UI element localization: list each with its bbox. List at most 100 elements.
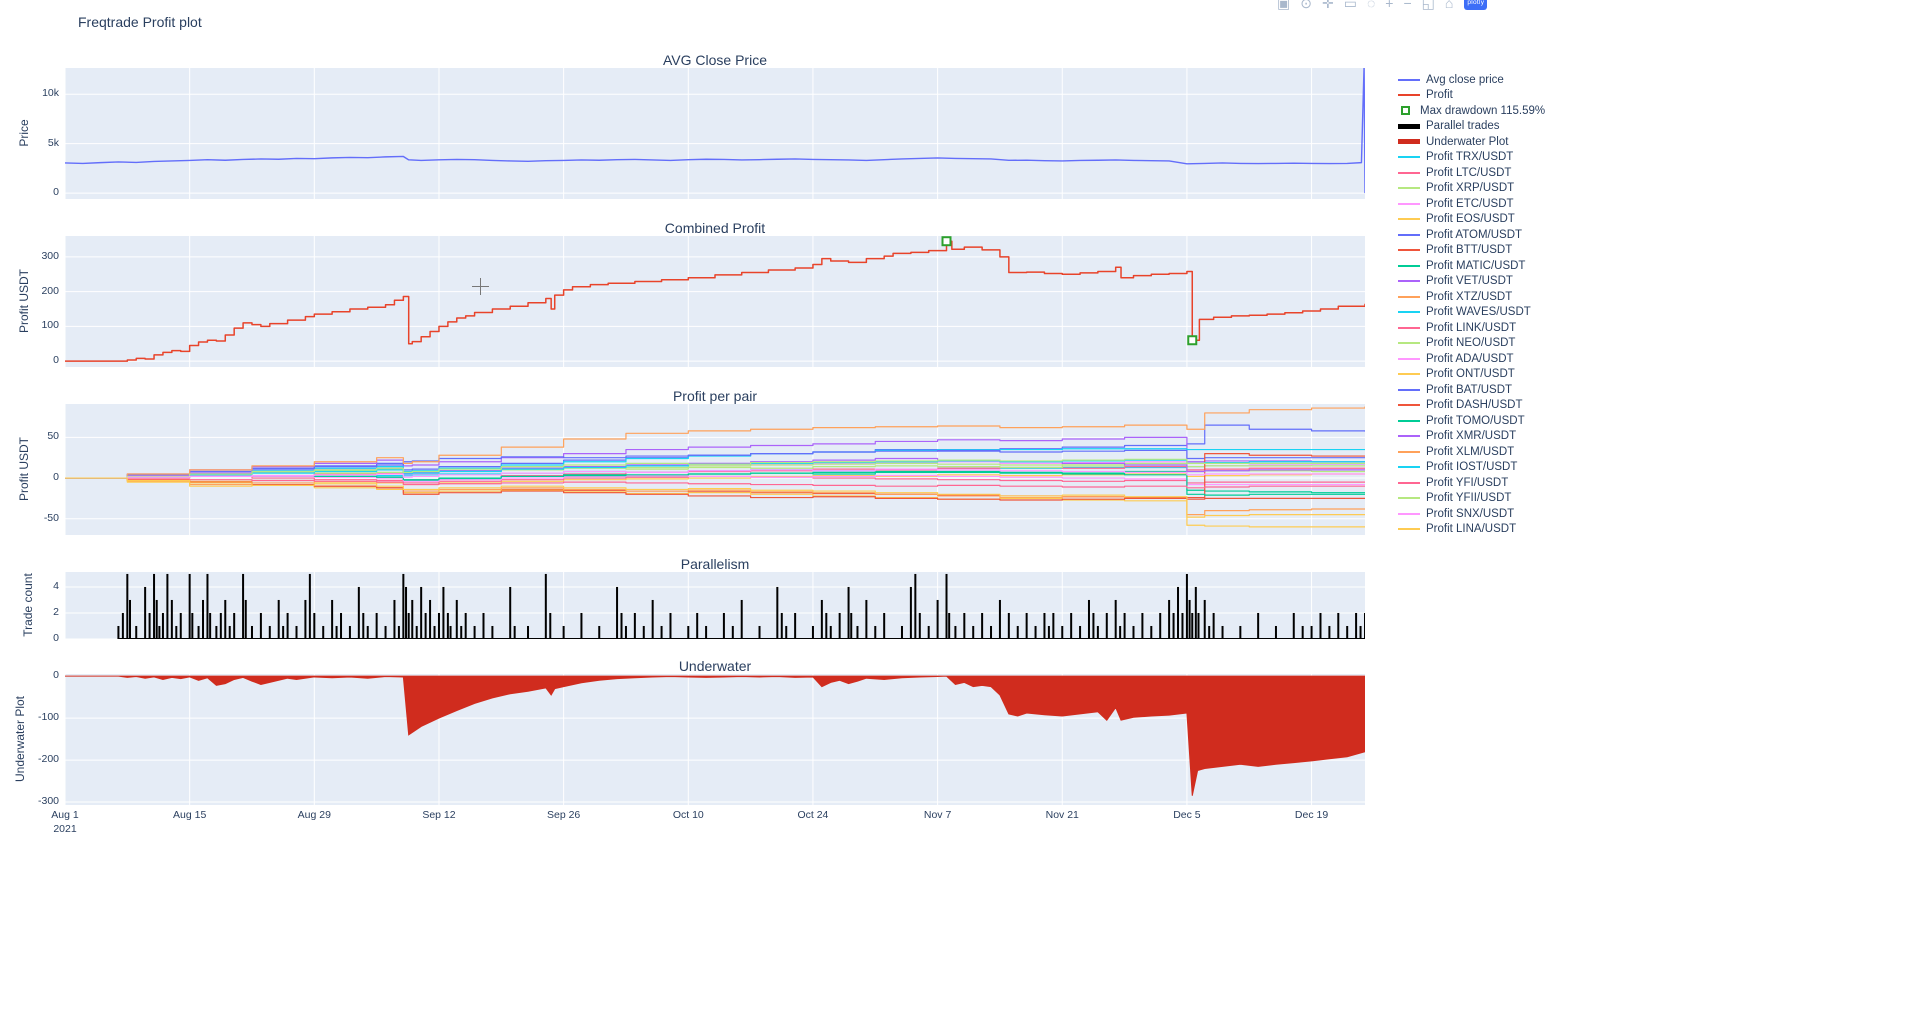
y-tick-label: 50 xyxy=(47,430,59,443)
x-tick-label: Nov 7 xyxy=(923,809,952,821)
x-tick-label: Sep 12 xyxy=(422,809,456,821)
legend-label: Profit LINK/USDT xyxy=(1426,321,1517,334)
legend-item-max-drawdown-115-59-[interactable]: Max drawdown 115.59% xyxy=(1398,103,1545,119)
subplot-title-profit-per-pair: Profit per pair xyxy=(672,388,758,404)
legend-line-swatch xyxy=(1398,156,1420,159)
pan-icon[interactable]: ✛ xyxy=(1321,0,1334,11)
legend-line-swatch xyxy=(1398,78,1420,81)
subplot-underwater[interactable] xyxy=(65,674,1365,805)
legend-item-profit-xtz-usdt[interactable]: Profit XTZ/USDT xyxy=(1398,289,1545,305)
box-select-icon[interactable]: ▭ xyxy=(1343,0,1357,11)
legend-item-parallel-trades[interactable]: Parallel trades xyxy=(1398,119,1545,135)
legend-label: Profit VET/USDT xyxy=(1426,275,1513,288)
legend-item-profit-waves-usdt[interactable]: Profit WAVES/USDT xyxy=(1398,305,1545,321)
y-tick-label: -300 xyxy=(37,795,59,808)
legend-marker-swatch xyxy=(1401,106,1410,116)
legend-label: Profit YFII/USDT xyxy=(1426,492,1512,505)
subplot-profit-per-pair[interactable] xyxy=(65,404,1365,535)
autoscale-icon[interactable]: ◱ xyxy=(1421,0,1435,11)
legend-line-swatch xyxy=(1398,373,1420,376)
legend-item-profit-atom-usdt[interactable]: Profit ATOM/USDT xyxy=(1398,227,1545,243)
download-plot-icon[interactable]: ▣ xyxy=(1277,0,1291,11)
legend-label: Max drawdown 115.59% xyxy=(1420,104,1546,117)
subplot-title-underwater: Underwater xyxy=(678,658,752,674)
legend-item-profit-trx-usdt[interactable]: Profit TRX/USDT xyxy=(1398,150,1545,166)
legend-item-profit-xmr-usdt[interactable]: Profit XMR/USDT xyxy=(1398,429,1545,445)
legend-item-underwater-plot[interactable]: Underwater Plot xyxy=(1398,134,1545,150)
legend-item-profit-eos-usdt[interactable]: Profit EOS/USDT xyxy=(1398,212,1545,228)
legend-item-avg-close-price[interactable]: Avg close price xyxy=(1398,72,1545,88)
legend-item-profit-yfi-usdt[interactable]: Profit YFI/USDT xyxy=(1398,475,1545,491)
legend-item-profit-xlm-usdt[interactable]: Profit XLM/USDT xyxy=(1398,444,1545,460)
legend-line-swatch xyxy=(1398,528,1420,531)
y-axis-label-profit-usdt-pairs: Profit USDT xyxy=(17,436,31,502)
legend-line-swatch xyxy=(1398,187,1420,190)
plotly-logo[interactable]: plotly xyxy=(1464,0,1488,10)
y-tick-label: -100 xyxy=(37,711,59,724)
legend-line-swatch xyxy=(1398,249,1420,252)
y-tick-label: -50 xyxy=(43,511,59,524)
reset-axes-icon[interactable]: ⌂ xyxy=(1444,0,1454,11)
legend-label: Parallel trades xyxy=(1426,120,1500,133)
legend-item-profit-matic-usdt[interactable]: Profit MATIC/USDT xyxy=(1398,258,1545,274)
legend-item-profit-ltc-usdt[interactable]: Profit LTC/USDT xyxy=(1398,165,1545,181)
plotly-modebar: ▣ ⊙ ✛ ▭ ◌ + − ◱ ⌂ plotly xyxy=(1272,0,1488,15)
x-tick-label: Aug 1 2021 xyxy=(51,809,79,835)
subplot-combined-profit[interactable] xyxy=(65,236,1365,367)
y-tick-label: 5k xyxy=(47,136,59,149)
zoom-out-icon[interactable]: − xyxy=(1403,0,1412,11)
legend-line-swatch xyxy=(1398,264,1420,267)
y-axis-label-underwater-plot: Underwater Plot xyxy=(13,695,27,783)
legend-item-profit-ont-usdt[interactable]: Profit ONT/USDT xyxy=(1398,367,1545,383)
x-tick-label: Dec 5 xyxy=(1173,809,1201,821)
legend-item-profit-ada-usdt[interactable]: Profit ADA/USDT xyxy=(1398,351,1545,367)
legend-item-profit-dash-usdt[interactable]: Profit DASH/USDT xyxy=(1398,398,1545,414)
subplot-avg-close-price[interactable] xyxy=(65,68,1365,199)
legend-label: Profit XMR/USDT xyxy=(1426,430,1517,443)
x-tick-label: Oct 10 xyxy=(672,809,704,821)
legend-item-profit-neo-usdt[interactable]: Profit NEO/USDT xyxy=(1398,336,1545,352)
y-tick-label: 200 xyxy=(41,284,59,297)
legend-line-swatch xyxy=(1398,512,1420,515)
zoom-icon[interactable]: ⊙ xyxy=(1300,0,1312,11)
legend-label: Profit LINA/USDT xyxy=(1426,523,1517,536)
subplot-parallelism[interactable] xyxy=(65,572,1365,639)
legend-item-profit-etc-usdt[interactable]: Profit ETC/USDT xyxy=(1398,196,1545,212)
legend-label: Profit ONT/USDT xyxy=(1426,368,1515,381)
x-tick-label: Aug 15 xyxy=(173,809,207,821)
legend-label: Profit NEO/USDT xyxy=(1426,337,1516,350)
subplot-title-avg-close-price: AVG Close Price xyxy=(663,52,767,68)
legend-item-profit-iost-usdt[interactable]: Profit IOST/USDT xyxy=(1398,460,1545,476)
legend-item-profit-xrp-usdt[interactable]: Profit XRP/USDT xyxy=(1398,181,1545,197)
legend-item-profit-link-usdt[interactable]: Profit LINK/USDT xyxy=(1398,320,1545,336)
y-tick-label: 100 xyxy=(41,319,59,332)
legend-label: Profit ETC/USDT xyxy=(1426,197,1514,210)
legend-line-swatch xyxy=(1398,466,1420,469)
legend-line-swatch xyxy=(1398,388,1420,391)
legend-item-profit-snx-usdt[interactable]: Profit SNX/USDT xyxy=(1398,506,1545,522)
x-tick-label: Sep 26 xyxy=(546,809,581,821)
legend-line-swatch xyxy=(1398,233,1420,236)
legend-item-profit-yfii-usdt[interactable]: Profit YFII/USDT xyxy=(1398,491,1545,507)
lasso-select-icon[interactable]: ◌ xyxy=(1366,0,1376,11)
legend-line-swatch xyxy=(1398,218,1420,221)
x-tick-label: Aug 29 xyxy=(297,809,331,821)
legend-item-profit-vet-usdt[interactable]: Profit VET/USDT xyxy=(1398,274,1545,290)
legend-label: Profit XRP/USDT xyxy=(1426,182,1515,195)
legend-item-profit[interactable]: Profit xyxy=(1398,88,1545,104)
x-tick-label: Oct 24 xyxy=(797,809,829,821)
legend-item-profit-lina-usdt[interactable]: Profit LINA/USDT xyxy=(1398,522,1545,538)
subplot-title-combined-profit: Combined Profit xyxy=(664,220,766,236)
legend-label: Profit DASH/USDT xyxy=(1426,399,1523,412)
y-tick-label: 2 xyxy=(53,605,59,618)
y-tick-label: 0 xyxy=(53,632,59,644)
legend-item-profit-tomo-usdt[interactable]: Profit TOMO/USDT xyxy=(1398,413,1545,429)
legend-line-swatch xyxy=(1398,435,1420,438)
legend-line-swatch xyxy=(1398,326,1420,329)
legend-item-profit-bat-usdt[interactable]: Profit BAT/USDT xyxy=(1398,382,1545,398)
y-tick-label: 4 xyxy=(53,579,59,592)
legend-item-profit-btt-usdt[interactable]: Profit BTT/USDT xyxy=(1398,243,1545,259)
legend: Avg close price Profit Max drawdown 115.59… xyxy=(1398,72,1545,537)
zoom-in-icon[interactable]: + xyxy=(1385,0,1394,11)
legend-line-swatch xyxy=(1398,404,1420,407)
